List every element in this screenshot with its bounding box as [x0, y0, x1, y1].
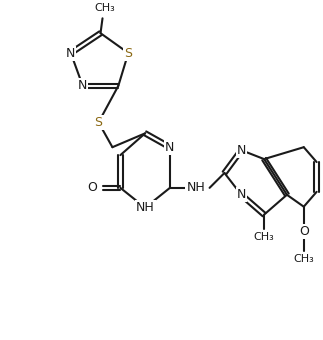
Text: CH₃: CH₃: [94, 3, 115, 13]
Text: N: N: [237, 188, 246, 201]
Text: N: N: [78, 79, 87, 92]
Text: O: O: [88, 181, 98, 194]
Text: S: S: [95, 116, 102, 129]
Text: O: O: [299, 225, 309, 238]
Text: S: S: [124, 47, 132, 60]
Text: NH: NH: [136, 201, 154, 214]
Text: CH₃: CH₃: [254, 233, 275, 242]
Text: N: N: [66, 47, 76, 60]
Text: CH₃: CH₃: [293, 254, 314, 264]
Text: N: N: [237, 144, 246, 157]
Text: NH: NH: [186, 181, 205, 194]
Text: N: N: [165, 141, 175, 154]
